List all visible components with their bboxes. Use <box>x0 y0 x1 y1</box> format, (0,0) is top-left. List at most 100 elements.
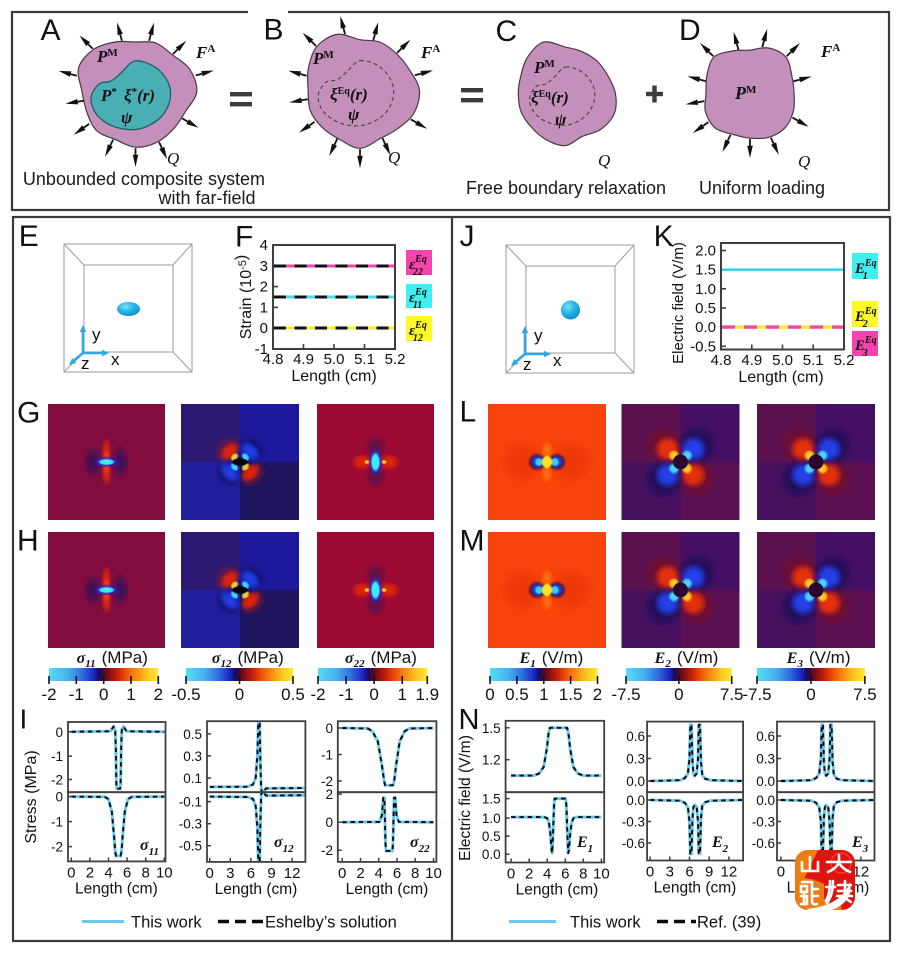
svg-text:Q: Q <box>798 152 810 171</box>
svg-text:0: 0 <box>325 815 333 830</box>
svg-text:0.3: 0.3 <box>756 752 775 767</box>
svg-text:6: 6 <box>123 864 131 881</box>
svg-text:(MPa): (MPa) <box>102 648 148 667</box>
svg-text:N: N <box>459 704 480 736</box>
svg-text:12: 12 <box>853 864 870 881</box>
svg-text:1.2: 1.2 <box>482 753 501 768</box>
svg-text:-1: -1 <box>321 748 333 763</box>
svg-text:-0.5: -0.5 <box>690 338 716 355</box>
svg-text:0: 0 <box>777 864 785 881</box>
svg-text:4: 4 <box>375 865 383 882</box>
svg-text:10: 10 <box>593 866 610 883</box>
svg-text:1: 1 <box>126 685 135 704</box>
svg-text:σ11: σ11 <box>77 650 96 670</box>
svg-text:6: 6 <box>685 864 693 881</box>
svg-text:1.5: 1.5 <box>559 685 583 704</box>
svg-text:FA: FA <box>195 43 215 62</box>
svg-text:J: J <box>460 220 475 253</box>
svg-text:E2: E2 <box>654 650 672 670</box>
svg-text:-2: -2 <box>51 840 63 855</box>
svg-text:0.0: 0.0 <box>695 319 716 336</box>
svg-text:x: x <box>111 350 120 369</box>
svg-text:2: 2 <box>260 279 268 296</box>
svg-text:4.8: 4.8 <box>263 351 284 368</box>
svg-text:5.2: 5.2 <box>385 351 406 368</box>
svg-text:2: 2 <box>325 787 333 802</box>
svg-text:6: 6 <box>247 865 255 882</box>
svg-text:ψ: ψ <box>555 110 567 129</box>
svg-text:3: 3 <box>666 864 674 881</box>
svg-text:8: 8 <box>142 864 150 881</box>
svg-text:Length (cm): Length (cm) <box>738 369 823 386</box>
svg-text:x: x <box>553 351 562 370</box>
svg-text:2: 2 <box>525 866 533 883</box>
svg-text:L: L <box>460 396 477 429</box>
svg-text:2: 2 <box>593 685 602 704</box>
svg-text:5.0: 5.0 <box>772 352 793 369</box>
svg-text:Length (cm): Length (cm) <box>215 881 298 898</box>
svg-text:-0.3: -0.3 <box>752 815 775 830</box>
svg-text:Length (cm): Length (cm) <box>75 880 158 897</box>
svg-text:0: 0 <box>806 685 815 704</box>
svg-text:4: 4 <box>543 866 551 883</box>
svg-text:6: 6 <box>393 865 401 882</box>
svg-text:0.5: 0.5 <box>695 300 716 317</box>
svg-text:0: 0 <box>507 866 515 883</box>
svg-text:12: 12 <box>721 864 738 881</box>
svg-text:0: 0 <box>235 685 244 704</box>
svg-text:F: F <box>235 220 253 253</box>
svg-text:-2: -2 <box>41 685 56 704</box>
svg-text:-2: -2 <box>51 773 63 788</box>
svg-text:0.0: 0.0 <box>626 774 645 789</box>
svg-text:ξ*(r): ξ*(r) <box>124 86 155 105</box>
svg-text:0: 0 <box>674 685 683 704</box>
svg-text:0.5: 0.5 <box>482 829 501 844</box>
svg-text:0.5: 0.5 <box>281 685 305 704</box>
svg-text:(V/m): (V/m) <box>809 648 851 667</box>
svg-text:1: 1 <box>397 685 406 704</box>
svg-text:2: 2 <box>86 864 94 881</box>
svg-text:G: G <box>17 396 40 429</box>
svg-text:ξEq(r): ξEq(r) <box>531 88 569 107</box>
svg-text:ξEq(r): ξEq(r) <box>330 85 368 104</box>
svg-text:K: K <box>654 220 674 253</box>
svg-text:1.0: 1.0 <box>695 281 716 298</box>
svg-text:5.1: 5.1 <box>803 352 824 369</box>
svg-text:1.5: 1.5 <box>482 721 501 736</box>
svg-text:ψ: ψ <box>348 105 360 124</box>
svg-text:B: B <box>264 14 284 47</box>
svg-text:-1: -1 <box>51 749 63 764</box>
svg-text:with far-field: with far-field <box>157 188 255 208</box>
svg-text:0.5: 0.5 <box>183 727 202 742</box>
svg-text:ψ: ψ <box>121 108 133 127</box>
svg-text:Free boundary relaxation: Free boundary relaxation <box>466 178 666 198</box>
svg-text:0.1: 0.1 <box>183 771 202 786</box>
svg-text:0: 0 <box>646 864 654 881</box>
svg-text:0: 0 <box>55 790 63 805</box>
svg-text:Electric field (V/m): Electric field (V/m) <box>457 735 474 861</box>
svg-text:E2: E2 <box>711 834 729 855</box>
svg-text:6: 6 <box>561 866 569 883</box>
svg-text:0.5: 0.5 <box>505 685 529 704</box>
svg-text:1.0: 1.0 <box>482 811 501 826</box>
svg-text:7.5: 7.5 <box>853 685 877 704</box>
svg-text:8: 8 <box>411 865 419 882</box>
svg-text:0.3: 0.3 <box>626 752 645 767</box>
svg-text:0: 0 <box>338 865 346 882</box>
svg-text:10: 10 <box>425 865 442 882</box>
svg-text:0.0: 0.0 <box>756 793 775 808</box>
svg-text:σ11: σ11 <box>140 837 159 858</box>
svg-text:Electric field (V/m): Electric field (V/m) <box>670 242 687 364</box>
svg-text:z: z <box>523 355 532 374</box>
svg-text:H: H <box>17 525 39 558</box>
svg-text:-0.3: -0.3 <box>622 815 645 830</box>
svg-text:0: 0 <box>260 320 268 337</box>
svg-text:8: 8 <box>579 866 587 883</box>
svg-text:-0.5: -0.5 <box>171 685 200 704</box>
svg-text:4: 4 <box>104 864 112 881</box>
svg-text:5.2: 5.2 <box>834 352 855 369</box>
svg-text:-1: -1 <box>69 685 84 704</box>
svg-text:0.0: 0.0 <box>756 774 775 789</box>
svg-text:12: 12 <box>284 865 301 882</box>
svg-text:9: 9 <box>267 865 275 882</box>
